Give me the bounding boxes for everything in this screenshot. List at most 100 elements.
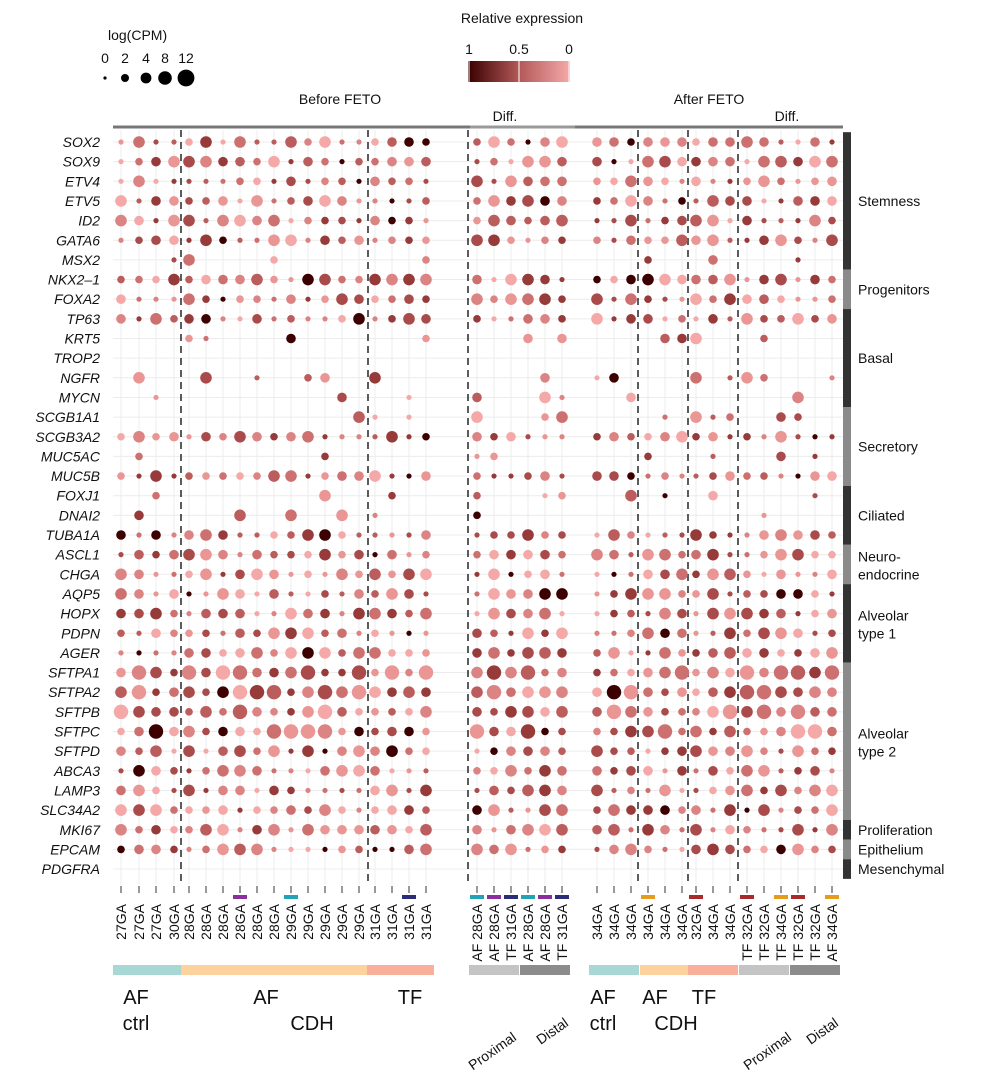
expression-dot xyxy=(793,156,803,167)
expression-dot xyxy=(302,430,314,443)
expression-dot xyxy=(420,784,432,797)
expression-dot xyxy=(150,313,162,325)
expression-dot xyxy=(271,139,277,145)
expression-dot xyxy=(420,843,432,856)
expression-dot xyxy=(336,568,348,581)
expression-dot xyxy=(355,708,363,716)
column-label: AF 28GA xyxy=(537,903,553,961)
expression-dot xyxy=(422,256,430,264)
expression-dot xyxy=(471,666,483,679)
gene-label: GATA6 xyxy=(56,232,100,248)
expression-dot xyxy=(271,178,277,184)
expression-dot xyxy=(287,708,295,716)
expression-dot xyxy=(807,724,823,739)
expression-dot xyxy=(608,529,620,541)
expression-dot xyxy=(490,295,498,304)
expression-dot xyxy=(171,532,177,538)
expression-dot xyxy=(827,569,837,580)
expression-dot xyxy=(253,747,261,755)
expression-dot xyxy=(661,177,669,186)
expression-dot xyxy=(370,746,380,756)
expression-dot xyxy=(369,568,381,581)
expression-dot xyxy=(134,510,144,521)
expression-dot xyxy=(370,176,380,187)
expression-dot xyxy=(645,650,651,656)
expression-dot xyxy=(792,391,804,404)
expression-dot xyxy=(185,570,193,579)
expression-dot xyxy=(336,765,348,777)
expression-dot xyxy=(592,824,602,835)
expression-dot xyxy=(338,668,346,677)
expression-dot xyxy=(741,784,753,797)
expression-dot xyxy=(269,589,279,599)
expression-dot xyxy=(625,725,637,738)
expression-dot xyxy=(659,647,671,659)
category-bar xyxy=(843,132,851,270)
expression-dot xyxy=(300,724,316,739)
expression-dot xyxy=(338,550,346,559)
gene-label: DNAI2 xyxy=(59,507,100,523)
expression-dot xyxy=(558,315,566,323)
expression-dot xyxy=(321,452,329,461)
expression-dot xyxy=(319,804,331,816)
expression-dot xyxy=(727,434,733,440)
expression-dot xyxy=(185,708,193,716)
expression-dot xyxy=(691,805,701,815)
expression-dot xyxy=(743,825,751,834)
size-legend-tick: 0 xyxy=(101,50,109,66)
expression-dot xyxy=(131,665,147,680)
expression-dot xyxy=(662,296,668,302)
expression-dot xyxy=(170,825,178,834)
expression-dot xyxy=(677,333,687,344)
expression-dot xyxy=(253,727,261,736)
expression-dot xyxy=(153,178,159,184)
category-label: Proliferation xyxy=(858,822,933,838)
group-label-tf-cdh-after: TF xyxy=(692,987,716,1009)
expression-dot xyxy=(557,196,567,206)
expression-dot xyxy=(645,611,651,617)
group-bar xyxy=(367,965,434,975)
expression-dot xyxy=(215,665,231,680)
expression-dot xyxy=(354,294,364,305)
column-label: 28GA xyxy=(249,903,265,939)
gene-label: PDGFRA xyxy=(42,861,100,877)
expression-dot xyxy=(168,155,180,168)
expression-dot xyxy=(220,316,226,322)
expression-dot xyxy=(792,745,804,757)
expression-dot xyxy=(760,472,768,480)
expression-dot xyxy=(692,668,700,677)
expression-dot xyxy=(303,608,313,619)
expression-dot xyxy=(217,765,229,777)
expression-dot xyxy=(592,471,602,481)
expression-dot xyxy=(741,745,753,757)
expression-dot xyxy=(251,647,263,659)
expression-dot xyxy=(169,235,179,246)
expression-dot xyxy=(556,686,568,698)
expression-dot xyxy=(271,198,277,204)
category-label: Epithelium xyxy=(858,841,923,857)
expression-dot xyxy=(744,532,750,538)
expression-dot xyxy=(759,648,769,658)
expression-dot xyxy=(134,726,144,737)
size-legend-dot xyxy=(103,76,107,80)
expression-dot xyxy=(201,274,211,285)
expression-dot xyxy=(539,823,551,836)
expression-dot xyxy=(252,707,262,717)
expression-dot xyxy=(338,216,346,225)
expression-dot xyxy=(709,295,717,304)
expression-dot xyxy=(472,805,482,815)
expression-dot xyxy=(795,473,801,479)
expression-dot xyxy=(406,552,412,558)
expression-dot xyxy=(202,767,210,775)
expression-dot xyxy=(271,316,277,322)
expression-dot xyxy=(135,747,143,755)
expression-dot xyxy=(472,392,482,403)
expression-dot xyxy=(304,138,312,146)
expression-dot xyxy=(524,472,532,480)
expression-dot xyxy=(319,647,331,659)
expression-dot xyxy=(305,846,311,853)
expression-dot xyxy=(304,374,312,382)
column-label: 28GA xyxy=(266,903,282,939)
expression-dot xyxy=(472,431,482,442)
expression-dot xyxy=(339,159,345,165)
